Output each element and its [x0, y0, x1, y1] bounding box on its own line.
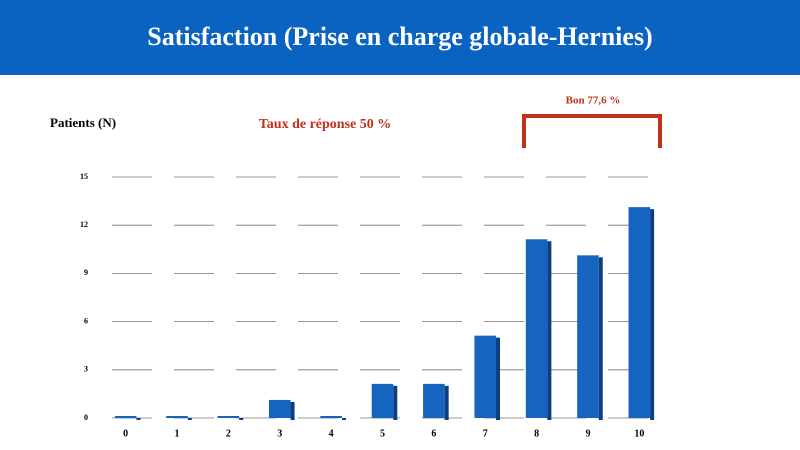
bar-side [496, 337, 501, 420]
bar [474, 335, 497, 418]
chart-title: Satisfaction (Prise en charge globale-He… [147, 22, 652, 51]
bar [268, 399, 291, 418]
bracket-label: Bon 77,6 % [566, 95, 621, 107]
bar [628, 207, 651, 418]
bar-side [393, 385, 398, 420]
bar [320, 416, 342, 418]
x-tick-label: 5 [380, 428, 385, 439]
bar [577, 255, 599, 418]
response-rate: Taux de réponse 50 % [259, 117, 392, 132]
bar-side [444, 385, 449, 420]
x-tick-label: 9 [585, 428, 590, 439]
x-tick-label: 1 [175, 428, 180, 439]
y-tick-label: 9 [84, 268, 88, 277]
bar [371, 383, 394, 418]
bar-side [598, 257, 603, 420]
header-band [0, 0, 800, 75]
y-axis-label: Patients (N) [50, 115, 116, 130]
bar [525, 239, 548, 418]
y-tick-label: 15 [80, 172, 88, 181]
bar [217, 416, 240, 418]
y-tick-label: 6 [84, 316, 88, 325]
bracket [522, 114, 662, 148]
bar [423, 383, 445, 418]
bar-side [290, 401, 295, 420]
bar-side [239, 418, 244, 420]
x-tick-label: 10 [634, 428, 644, 439]
x-tick-label: 3 [277, 428, 282, 439]
x-tick-label: 8 [534, 428, 539, 439]
y-tick-label: 12 [80, 220, 88, 229]
x-tick-label: 7 [483, 428, 488, 439]
bar [114, 416, 137, 418]
bar-side [187, 418, 192, 420]
x-tick-label: 6 [431, 428, 436, 439]
bar-side [341, 418, 346, 420]
y-tick-label: 0 [84, 413, 88, 422]
x-tick-label: 4 [329, 428, 334, 439]
x-tick-label: 0 [123, 428, 128, 439]
y-tick-label: 3 [84, 365, 88, 374]
x-tick-label: 2 [226, 428, 231, 439]
bar-side [650, 209, 655, 420]
bar-side [547, 241, 552, 420]
bar [166, 416, 188, 418]
bar-side [136, 418, 141, 420]
